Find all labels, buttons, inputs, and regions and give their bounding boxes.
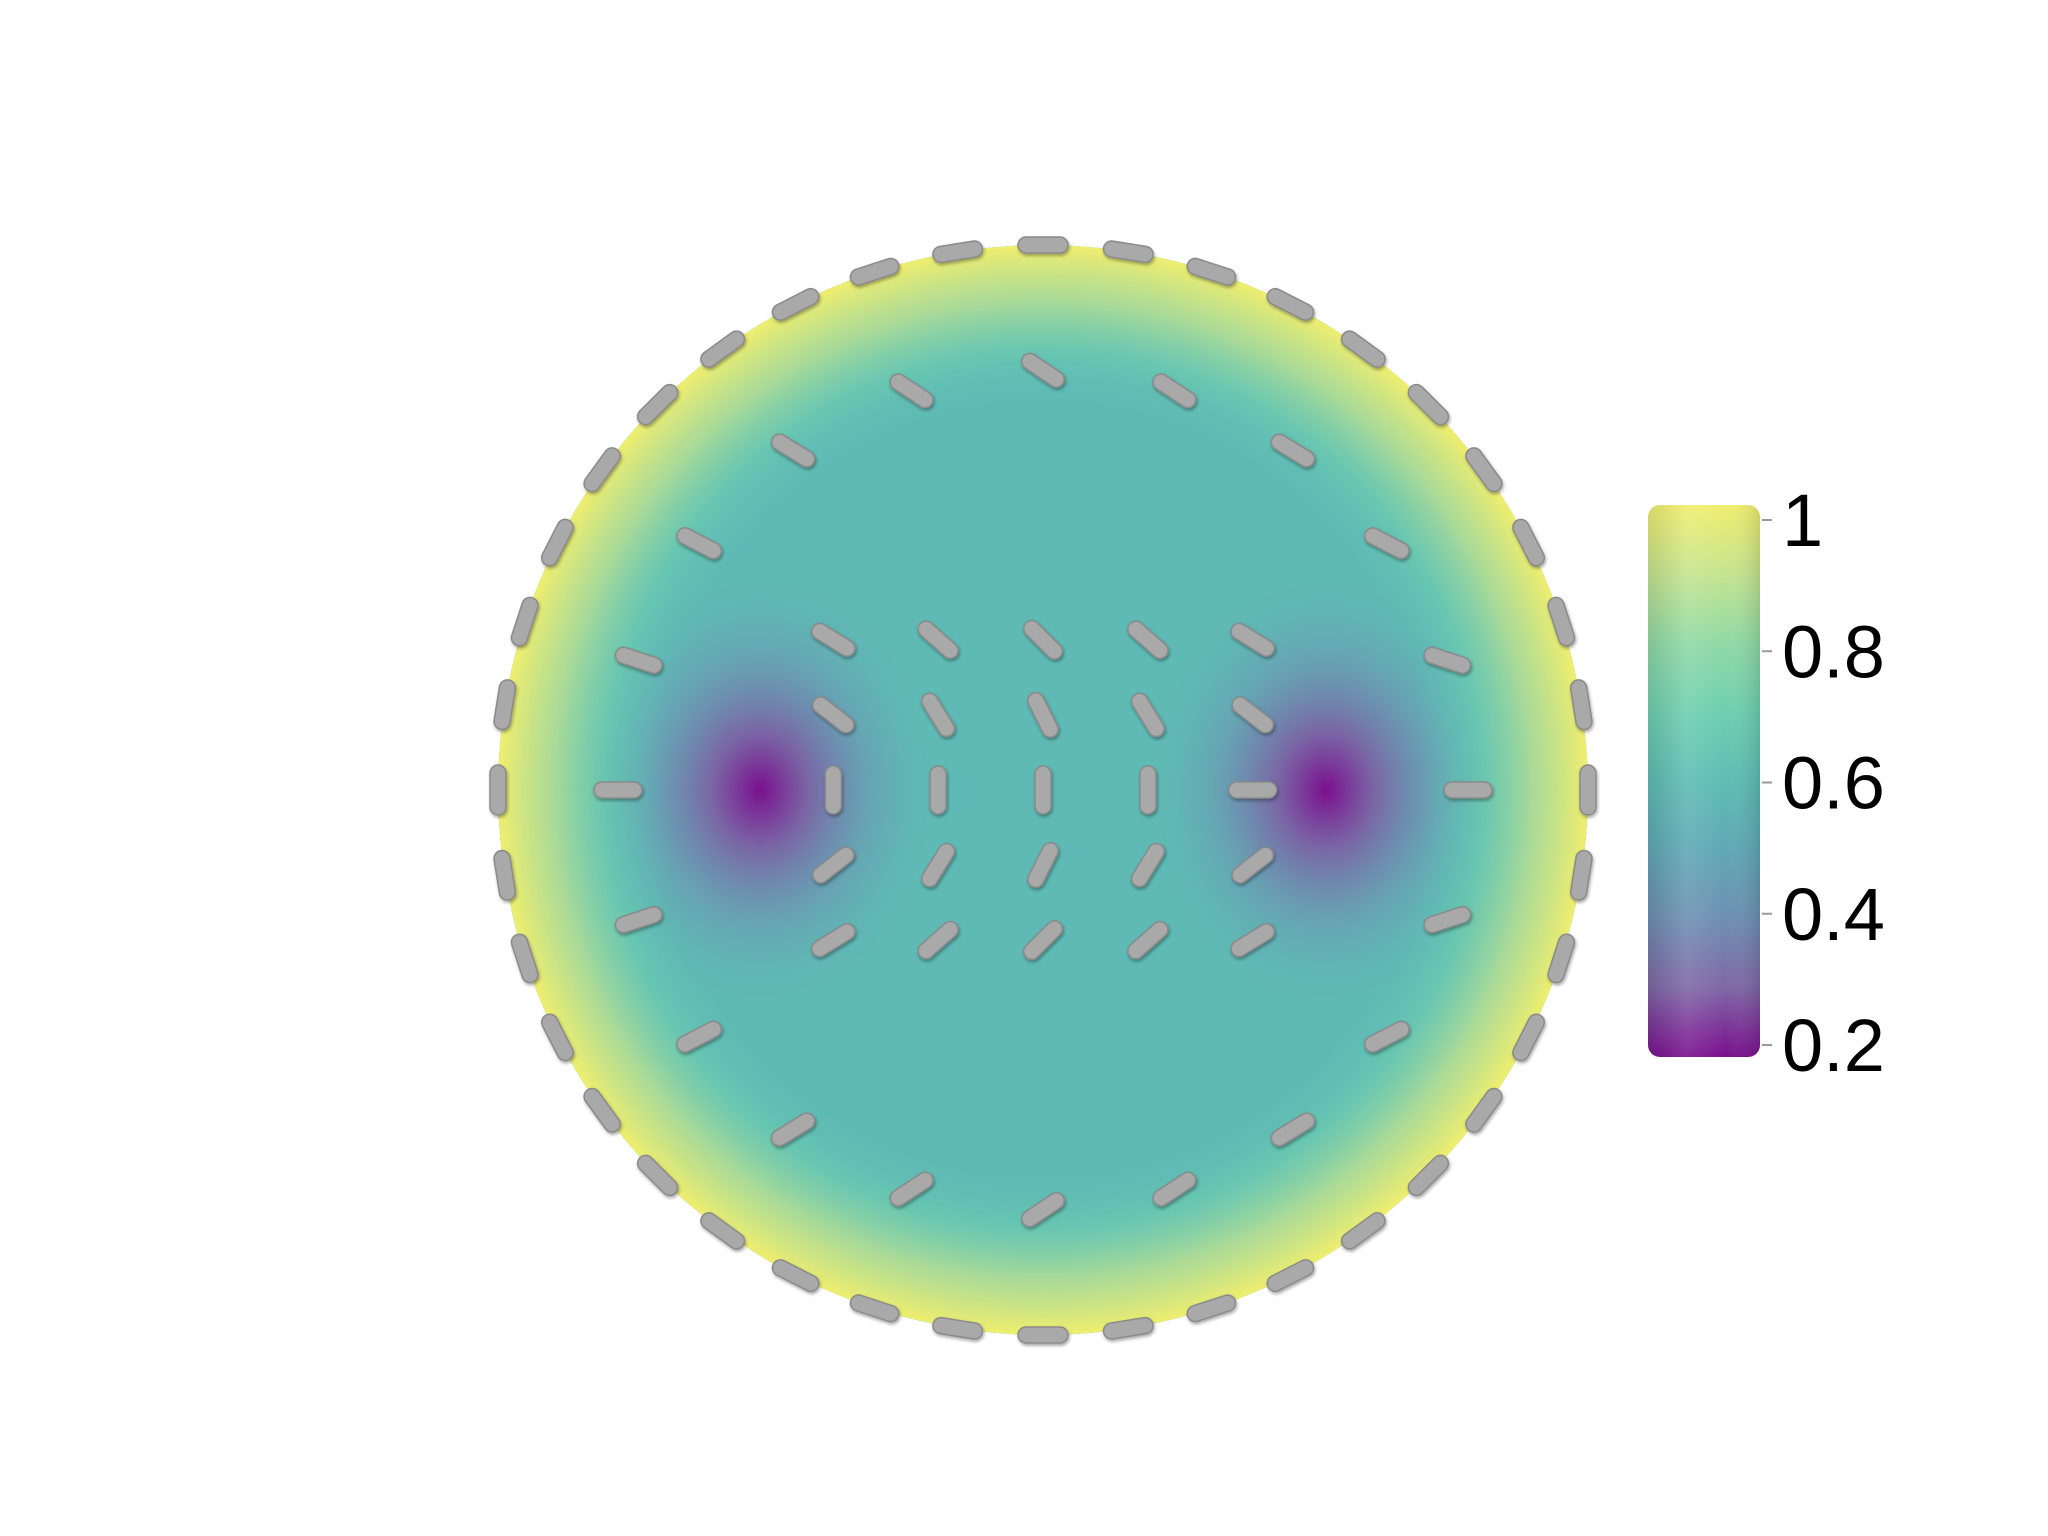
director-rod [889, 1171, 934, 1207]
director-rod [1547, 933, 1576, 984]
director-rod [770, 433, 816, 468]
director-rod [1363, 527, 1410, 560]
director-rod [1230, 923, 1276, 958]
director-rod [771, 287, 820, 321]
director-rod [1569, 679, 1593, 731]
director-rod [1020, 352, 1066, 388]
director-rod [849, 257, 900, 286]
director-rod [1130, 842, 1166, 888]
director-rod [1579, 764, 1597, 816]
colorbar-tick-label: 0.2 [1782, 1004, 1885, 1087]
director-rod [1186, 257, 1237, 286]
director-rod [489, 764, 507, 816]
director-rod [1130, 692, 1166, 738]
director-rod [1465, 447, 1503, 493]
director-rod [1266, 287, 1315, 321]
director-rod [1423, 646, 1472, 675]
colorbar-ticks: 1 0.8 0.6 0.4 0.2 [1762, 479, 1885, 1087]
director-rod [493, 849, 517, 901]
director-rod [811, 696, 855, 734]
director-rod [849, 1294, 900, 1323]
director-rod [676, 527, 723, 560]
director-rod [1512, 1013, 1546, 1062]
director-rod [636, 383, 679, 426]
director-rod [700, 1212, 746, 1250]
director-rod [1139, 765, 1157, 815]
director-rod [1017, 1326, 1069, 1344]
director-rod [889, 373, 934, 409]
director-rod [1340, 330, 1386, 368]
director-rod [810, 622, 856, 657]
director-rod [1022, 920, 1064, 961]
director-rod [1102, 240, 1154, 264]
director-rod [1034, 765, 1052, 815]
director-rod [824, 765, 843, 815]
colorbar-shading [1648, 505, 1760, 1057]
director-rod [593, 781, 643, 799]
director-rod [810, 923, 856, 958]
director-rod [540, 1013, 574, 1062]
director-rod [1423, 905, 1472, 934]
director-rod [1512, 518, 1546, 567]
director-rod [1152, 373, 1197, 409]
director-rod [1340, 1212, 1386, 1250]
colorbar-tick-label: 0.6 [1782, 742, 1885, 825]
director-rod [917, 920, 959, 960]
director-rod [1020, 1192, 1066, 1228]
director-rod [1266, 1259, 1315, 1293]
colorbar: 1 0.8 0.6 0.4 0.2 [1648, 479, 1885, 1087]
director-field [489, 236, 1597, 1344]
director-rod [1127, 920, 1169, 960]
director-rod [770, 1112, 816, 1147]
director-rod [1231, 846, 1275, 884]
director-rod [811, 846, 855, 884]
director-rod [614, 646, 663, 675]
director-rod [636, 1154, 679, 1197]
director-rod [583, 1087, 621, 1133]
director-rod [1227, 781, 1278, 799]
director-rod [1270, 433, 1316, 468]
director-rod [1270, 1112, 1316, 1147]
director-rod [700, 330, 746, 368]
director-rod [583, 447, 621, 493]
director-rod [1547, 596, 1576, 647]
director-rod [510, 596, 539, 647]
director-rod [1363, 1020, 1410, 1053]
director-rod [1407, 383, 1450, 426]
director-rod [1465, 1087, 1503, 1133]
director-rod [1230, 622, 1276, 657]
director-rod [510, 933, 539, 984]
director-rod [932, 1316, 984, 1340]
director-rod [920, 692, 956, 738]
colorbar-tick-label: 0.8 [1782, 610, 1885, 693]
director-rod [614, 905, 663, 934]
director-rod [1152, 1171, 1197, 1207]
director-rod [1569, 849, 1593, 901]
director-rod [540, 518, 574, 567]
colorbar-tick-label: 1 [1782, 479, 1823, 562]
director-rod [1443, 781, 1493, 799]
director-rod [1102, 1316, 1154, 1340]
director-rod [1127, 620, 1169, 660]
director-rod [676, 1020, 723, 1053]
director-rod [929, 765, 947, 815]
director-rod [1017, 236, 1069, 254]
colorbar-tick-label: 0.4 [1782, 873, 1885, 956]
director-rod [1186, 1294, 1237, 1323]
director-rod [1231, 696, 1275, 734]
director-rod [917, 620, 959, 660]
director-rod [493, 679, 517, 731]
director-rod [1027, 691, 1059, 738]
director-rod [1027, 842, 1059, 889]
director-rod [932, 240, 984, 264]
director-rod [771, 1259, 820, 1293]
director-rod [920, 842, 956, 888]
